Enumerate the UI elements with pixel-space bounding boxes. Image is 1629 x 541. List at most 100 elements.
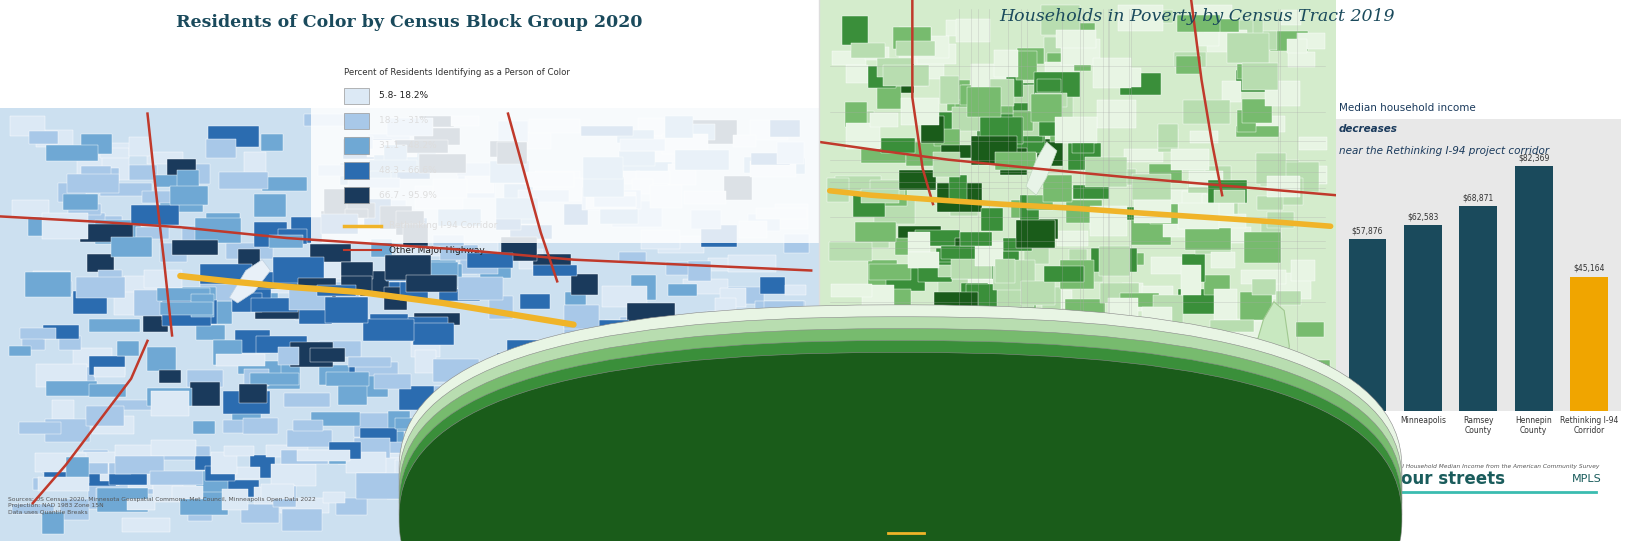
Bar	[1207, 30, 1248, 51]
Bar	[109, 468, 147, 485]
Bar	[938, 279, 979, 301]
Bar	[619, 252, 645, 262]
Text: 66.7 - 95.9%: 66.7 - 95.9%	[378, 191, 437, 200]
Bar	[411, 342, 440, 357]
Bar	[1064, 299, 1106, 327]
Bar	[1245, 393, 1287, 409]
Bar	[243, 286, 279, 299]
Bar	[290, 342, 332, 367]
Bar	[899, 27, 930, 54]
Bar	[223, 391, 270, 414]
Bar	[298, 279, 336, 301]
Bar	[1002, 259, 1020, 284]
Bar	[1267, 212, 1293, 228]
Bar	[937, 183, 982, 212]
Bar	[759, 346, 798, 368]
Bar	[565, 326, 617, 348]
Bar	[842, 16, 868, 45]
Bar	[282, 509, 323, 531]
Bar	[899, 170, 937, 190]
Bar	[344, 88, 368, 104]
Bar	[495, 217, 521, 230]
Bar	[665, 499, 692, 519]
Bar	[168, 159, 197, 178]
Bar	[329, 447, 357, 464]
Bar	[1100, 246, 1131, 276]
Bar	[1217, 362, 1243, 376]
Bar	[329, 441, 362, 459]
Bar	[609, 170, 640, 183]
Bar	[311, 412, 360, 426]
Bar	[1093, 58, 1131, 88]
Bar	[300, 301, 332, 324]
Polygon shape	[590, 433, 679, 525]
Bar	[901, 98, 938, 125]
Bar	[1013, 133, 1046, 153]
Bar	[187, 496, 212, 521]
Bar	[433, 386, 469, 407]
Bar	[318, 164, 370, 176]
Bar	[551, 341, 599, 363]
Bar	[691, 210, 720, 229]
Bar	[33, 271, 70, 285]
Bar	[296, 450, 350, 461]
Bar	[205, 140, 236, 157]
Bar	[663, 323, 715, 340]
Bar	[876, 81, 901, 109]
Text: 1: 1	[842, 413, 845, 422]
Bar	[251, 298, 298, 312]
Bar	[466, 174, 494, 193]
Bar	[640, 464, 679, 479]
Bar	[500, 237, 538, 261]
Bar	[668, 164, 696, 185]
Bar	[915, 230, 959, 246]
Bar	[575, 364, 604, 390]
Bar	[80, 223, 134, 242]
Bar	[435, 459, 458, 476]
Text: our streets: our streets	[1401, 470, 1505, 488]
Bar	[1013, 83, 1034, 111]
Bar	[60, 499, 90, 520]
Bar	[868, 260, 898, 287]
Bar	[75, 472, 116, 487]
Bar	[218, 467, 261, 479]
Bar	[160, 302, 213, 315]
Bar	[88, 357, 125, 375]
Bar	[350, 136, 373, 149]
Bar	[479, 504, 521, 519]
Text: $82,369: $82,369	[1518, 153, 1549, 162]
Bar	[267, 445, 308, 457]
Bar	[831, 284, 872, 296]
Bar	[357, 473, 399, 499]
Bar	[886, 351, 920, 377]
Bar	[1183, 100, 1230, 124]
Bar	[971, 64, 1007, 90]
Bar	[533, 254, 572, 272]
Bar	[1148, 164, 1181, 183]
Bar	[1043, 95, 1074, 122]
Bar	[375, 155, 396, 180]
Bar	[1183, 153, 1205, 171]
Bar	[1028, 85, 1057, 113]
Bar	[546, 388, 582, 411]
Bar	[1210, 320, 1254, 332]
Bar	[389, 474, 422, 485]
Bar	[1041, 5, 1080, 35]
Bar	[586, 321, 630, 344]
Bar	[96, 489, 148, 512]
Bar	[414, 313, 459, 325]
Bar	[583, 177, 624, 197]
Bar	[142, 190, 184, 203]
Polygon shape	[1026, 142, 1057, 195]
Bar	[1080, 358, 1104, 379]
Bar	[1008, 400, 1044, 417]
Bar	[339, 203, 375, 218]
Bar	[321, 214, 358, 234]
Bar	[723, 176, 753, 200]
Bar	[145, 270, 182, 288]
Bar	[109, 453, 142, 470]
Bar	[116, 456, 165, 474]
Bar	[342, 140, 393, 159]
Bar	[337, 451, 362, 464]
Bar	[1142, 307, 1173, 327]
